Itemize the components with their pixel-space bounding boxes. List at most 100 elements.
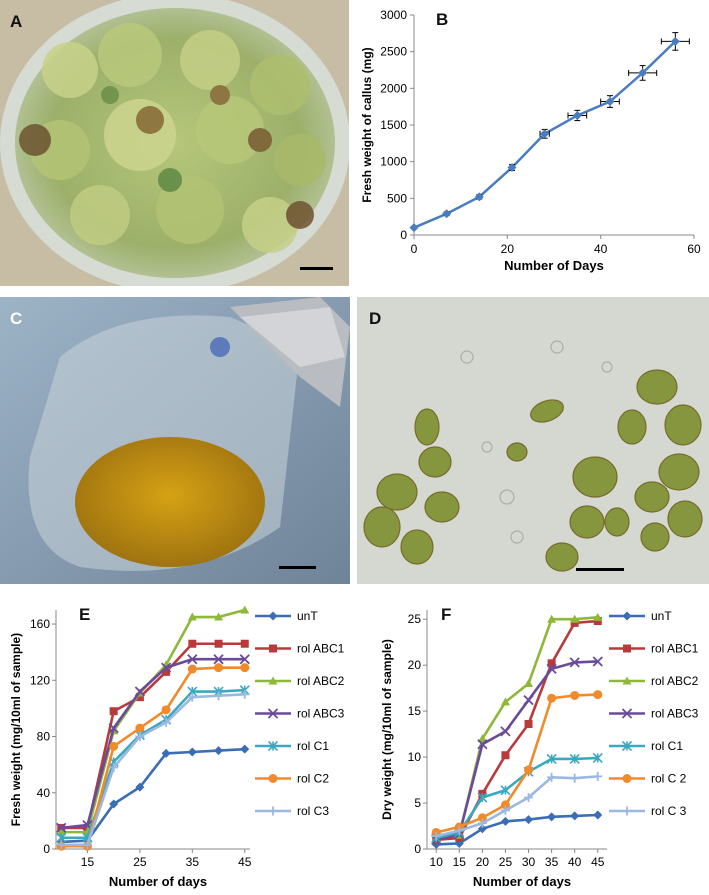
data-point — [109, 741, 119, 751]
y-tick-label: 0 — [414, 842, 421, 856]
data-point — [135, 732, 145, 742]
legend-marker — [621, 708, 633, 719]
data-point — [547, 693, 557, 703]
data-point — [134, 686, 146, 697]
legend-marker — [622, 774, 632, 783]
data-point — [160, 662, 172, 673]
legend-label: rol C1 — [297, 739, 329, 753]
data-point — [442, 209, 452, 219]
scale-bar — [576, 568, 624, 571]
legend-label: rol ABC3 — [651, 707, 699, 721]
legend-label: rol ABC2 — [297, 674, 345, 688]
y-tick-label: 1500 — [380, 118, 407, 132]
data-point — [109, 707, 118, 716]
legend-marker — [621, 740, 633, 752]
panel-label-d: D — [369, 309, 382, 328]
data-point — [501, 751, 510, 760]
x-tick-label: 20 — [501, 242, 515, 256]
data-point — [214, 746, 224, 756]
x-stroke — [267, 708, 279, 719]
data-point — [593, 617, 602, 626]
data-point — [409, 223, 419, 233]
data-point — [56, 822, 67, 834]
cell-micrograph — [357, 297, 709, 584]
legend-marker — [622, 676, 632, 685]
data-point — [547, 614, 557, 623]
legend-label: rol ABC1 — [297, 642, 345, 656]
data-point — [570, 811, 580, 821]
x-stroke — [621, 708, 633, 719]
data-point — [240, 639, 249, 648]
flask-photo — [0, 297, 350, 584]
legend-marker — [267, 740, 279, 752]
x-tick-label: 25 — [133, 855, 147, 869]
legend-marker — [268, 774, 278, 783]
y-tick-label: 0 — [43, 842, 50, 856]
data-point — [547, 772, 557, 782]
callus-in-petri-dish-icon — [0, 0, 349, 286]
panel-label-e: E — [79, 605, 91, 624]
x-tick-label: 20 — [476, 855, 490, 869]
data-point — [524, 679, 534, 688]
fresh-weight-chart: 0 40 80 120 160 15 25 35 45 Number of days Fresh w… — [9, 605, 345, 889]
y-tick-label: 3000 — [380, 8, 407, 22]
legend-label: rol C3 — [297, 804, 329, 818]
x-axis-title: Number of days — [473, 874, 571, 889]
data-point — [524, 765, 534, 775]
x-tick-label: 0 — [411, 242, 418, 256]
panel-label-b: B — [436, 10, 449, 29]
y-tick-label: 20 — [408, 658, 422, 672]
data-point — [108, 722, 119, 734]
data-point — [477, 818, 487, 828]
x-tick-label: 45 — [591, 855, 605, 869]
y-axis-title: Fresh weight of callus (mg) — [360, 47, 374, 202]
data-point — [546, 753, 557, 764]
data-point — [500, 785, 511, 796]
legend-label: rol C 2 — [651, 772, 687, 786]
data-point — [477, 813, 487, 823]
data-point — [569, 753, 580, 764]
data-point — [572, 110, 582, 120]
data-point — [188, 639, 197, 648]
data-point — [593, 690, 603, 700]
data-point — [161, 748, 171, 758]
data-point — [507, 163, 517, 173]
x-stroke — [546, 663, 557, 674]
y-tick-label: 80 — [37, 730, 51, 744]
data-point — [213, 654, 224, 665]
scale-bar — [279, 566, 316, 569]
x-tick-label: 10 — [430, 855, 444, 869]
x-stroke — [477, 739, 488, 750]
data-point — [474, 192, 484, 202]
x-stroke — [523, 694, 534, 706]
data-point — [214, 612, 224, 621]
x-stroke — [160, 662, 172, 673]
x-tick-label: 45 — [238, 855, 252, 869]
data-point — [500, 800, 510, 810]
data-point — [593, 612, 603, 621]
data-point — [570, 614, 580, 623]
panel-label-c: C — [10, 309, 23, 328]
x-axis-title: Number of days — [109, 874, 207, 889]
data-point — [240, 663, 250, 673]
x-stroke — [134, 686, 146, 697]
y-tick-label: 2500 — [380, 45, 407, 59]
dry-weight-chart: 0 5 10 15 20 25 10 15 20 25 30 35 40 45 Number of days… — [380, 609, 699, 889]
data-point — [135, 723, 145, 733]
data-point — [477, 824, 487, 834]
data-point — [500, 805, 510, 815]
y-tick-label: 1000 — [380, 155, 407, 169]
data-point — [605, 97, 615, 107]
data-point — [569, 657, 580, 668]
data-point — [454, 826, 464, 836]
x-stroke — [213, 654, 224, 665]
data-point — [547, 659, 556, 668]
data-point — [240, 744, 250, 754]
data-point — [240, 689, 250, 699]
x-stroke — [239, 654, 250, 665]
x-stroke — [108, 722, 119, 734]
data-point — [162, 667, 171, 676]
y-tick-label: 120 — [30, 673, 50, 687]
x-tick-label: 30 — [522, 855, 536, 869]
x-stroke — [569, 657, 580, 668]
